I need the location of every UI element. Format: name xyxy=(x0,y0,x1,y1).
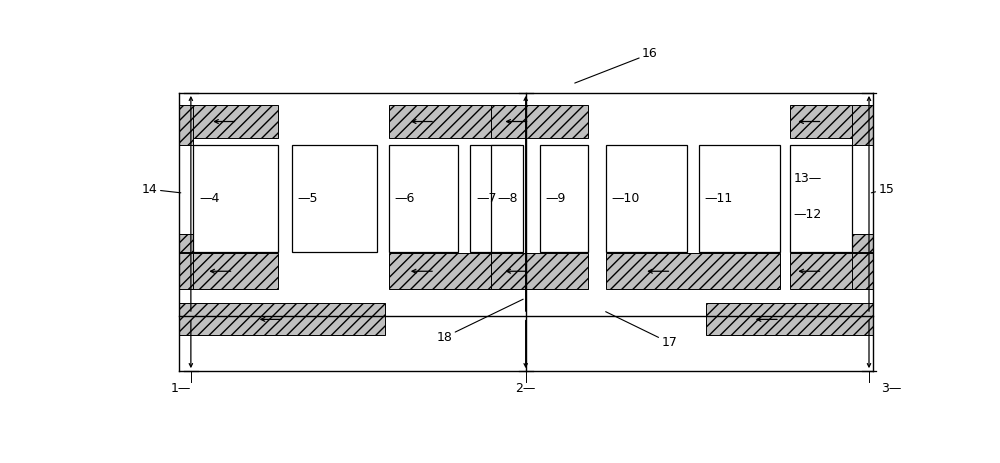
Text: 1—: 1— xyxy=(171,382,191,395)
Text: 16: 16 xyxy=(575,47,658,83)
Bar xyxy=(179,253,193,289)
Bar xyxy=(491,106,588,138)
Text: 18: 18 xyxy=(437,299,523,344)
Bar xyxy=(470,145,520,252)
Text: —11: —11 xyxy=(705,192,733,205)
Text: —4: —4 xyxy=(199,192,220,205)
Bar xyxy=(193,253,278,289)
Bar xyxy=(852,106,873,144)
Text: —10: —10 xyxy=(612,192,640,205)
Bar xyxy=(388,145,458,252)
Text: 15: 15 xyxy=(871,183,894,196)
Text: —6: —6 xyxy=(395,192,415,205)
Bar xyxy=(292,145,377,252)
Text: 2—: 2— xyxy=(515,382,536,395)
Bar xyxy=(852,234,873,252)
Bar xyxy=(790,106,873,138)
Bar xyxy=(606,253,780,289)
Text: —9: —9 xyxy=(546,192,566,205)
Text: —12: —12 xyxy=(794,208,822,221)
Bar xyxy=(540,145,588,252)
Bar xyxy=(790,145,852,252)
Bar xyxy=(193,145,278,252)
Bar xyxy=(491,253,588,289)
Text: 3—: 3— xyxy=(881,382,901,395)
Bar xyxy=(193,106,278,138)
Bar xyxy=(790,253,873,289)
Text: 14: 14 xyxy=(142,183,181,196)
Bar xyxy=(179,303,385,335)
Bar xyxy=(179,106,193,144)
Text: —8: —8 xyxy=(497,192,518,205)
Bar xyxy=(706,303,873,335)
Bar xyxy=(179,234,193,252)
Bar xyxy=(388,253,516,289)
Bar xyxy=(388,106,516,138)
Text: 13—: 13— xyxy=(794,172,822,185)
Bar xyxy=(491,145,523,252)
Text: —5: —5 xyxy=(298,192,318,205)
Bar xyxy=(852,253,873,289)
Bar xyxy=(606,145,687,252)
Bar xyxy=(698,145,780,252)
Text: 17: 17 xyxy=(606,312,677,349)
Text: —7: —7 xyxy=(476,192,497,205)
